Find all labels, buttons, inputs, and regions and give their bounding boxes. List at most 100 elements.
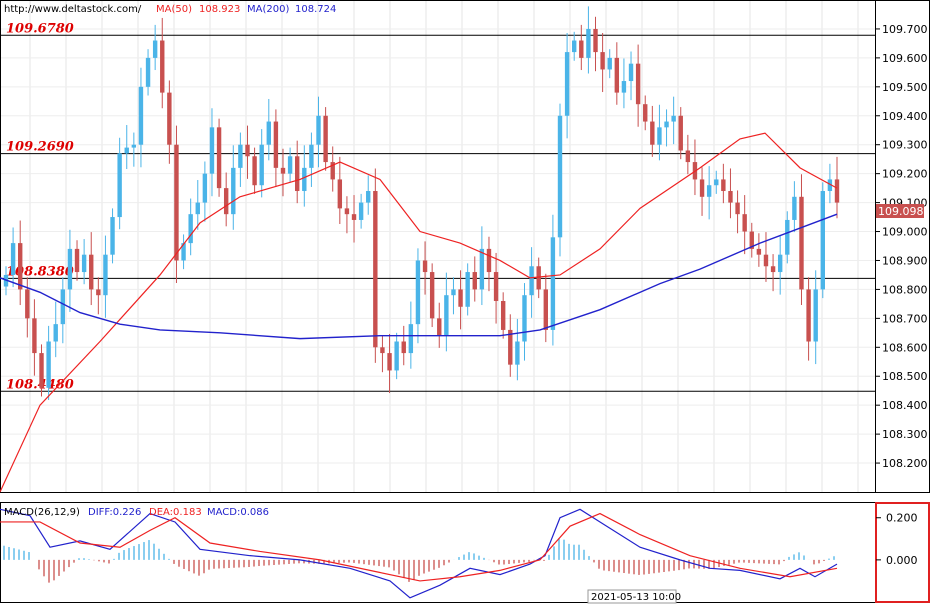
candle-body (572, 40, 577, 53)
price-tick-label: 109.700 (882, 23, 928, 36)
candle-body (564, 52, 570, 116)
candles (3, 6, 840, 400)
macd-dea-line (0, 512, 838, 582)
candle-body (813, 289, 818, 342)
candle-body (706, 185, 712, 197)
candle-body (536, 266, 541, 290)
candle-body (429, 272, 435, 319)
candle-body (160, 40, 165, 93)
candle-body (351, 214, 357, 220)
macd-tick-label: 0.000 (886, 554, 918, 567)
date-label-box (587, 589, 677, 604)
candle-body (749, 231, 754, 249)
candle-body (131, 144, 137, 148)
price-tick-label: 108.900 (882, 254, 928, 267)
candle-body (18, 243, 23, 290)
candle-body (586, 28, 591, 58)
candle-body (550, 237, 556, 330)
candle-body (266, 121, 271, 145)
candle-body (422, 260, 428, 273)
candle-body (89, 254, 94, 290)
candle-body (678, 115, 683, 151)
candle-body (657, 127, 662, 145)
candle-body (110, 217, 115, 255)
price-tick-label: 109.000 (882, 226, 928, 239)
price-tick-label: 108.700 (882, 312, 928, 325)
candle-body (330, 162, 335, 180)
candle-body (458, 289, 463, 307)
candle-body (685, 150, 691, 163)
candle-body (508, 329, 513, 365)
candle-body (721, 179, 726, 192)
candle-body (415, 260, 421, 325)
candle-body (174, 144, 179, 261)
price-tick-label: 109.500 (882, 81, 928, 94)
macd-diff-label: DIFF:0.226 (88, 507, 141, 518)
candle-body (103, 254, 108, 296)
candle-body (628, 63, 634, 82)
candle-body (756, 248, 762, 255)
candle-body (792, 196, 797, 220)
candle-body (643, 104, 648, 122)
candle-body (309, 144, 314, 168)
price-axis-ticks: 109.700 109.600 109.500 109.400 109.300 109.2… (875, 23, 928, 470)
candle-body (152, 40, 158, 58)
candle-body (32, 318, 37, 354)
macd-dea-label: DEA:0.183 (149, 507, 202, 518)
level-label: 109.6780 (6, 21, 74, 36)
price-tick-label: 108.500 (882, 370, 928, 383)
price-tick-label: 109.300 (882, 139, 928, 152)
candle-body (366, 191, 371, 203)
candle-body (394, 341, 399, 371)
candle-body (117, 153, 122, 218)
candle-body (614, 57, 620, 93)
candle-body (493, 272, 499, 301)
candle-body (138, 86, 144, 145)
candle-body (209, 127, 215, 174)
site-url: http://www.deltastock.com/ (4, 4, 142, 15)
candle-body (167, 92, 172, 145)
candle-body (46, 341, 51, 388)
candle-body (373, 191, 378, 348)
candle-body (735, 202, 740, 215)
candle-body (337, 179, 343, 209)
candle-body (316, 115, 321, 145)
grid (1, 1, 875, 492)
level-label: 109.2690 (6, 140, 74, 155)
candle-body (60, 289, 66, 325)
price-tick-label: 108.600 (882, 341, 928, 354)
candle-body (10, 243, 16, 275)
candle-body (500, 300, 506, 330)
level-label: 108.8380 (6, 264, 74, 279)
current-price-label: 109.098 (878, 205, 924, 218)
price-tick-label: 108.200 (882, 457, 928, 470)
candle-body (181, 243, 186, 261)
candle-body (451, 289, 456, 296)
candle-body (543, 289, 548, 330)
candle-body (216, 127, 222, 189)
candle-body (472, 272, 477, 290)
macd-name: MACD(26,12,9) (4, 507, 80, 518)
candle-body (664, 121, 669, 128)
candle-body (223, 188, 229, 215)
candle-body (806, 289, 811, 342)
candle-body (252, 156, 257, 186)
candle-body (515, 341, 520, 365)
candle-body (763, 254, 769, 267)
candle-body (259, 144, 264, 186)
candle-body (39, 353, 44, 388)
candle-body (188, 214, 193, 244)
ma50-label: MA(50) (156, 4, 192, 15)
current-price-badge (876, 204, 924, 218)
candle-body (67, 248, 73, 290)
candle-body (444, 295, 449, 336)
candle-body (273, 121, 279, 168)
ma50-value: 108.923 (199, 4, 240, 15)
ma200-value: 108.724 (295, 4, 336, 15)
candle-body (557, 115, 563, 238)
candle-body (53, 324, 58, 342)
price-tick-label: 109.200 (882, 168, 928, 181)
ma200-label: MA(200) (247, 4, 289, 15)
moving-averages (0, 132, 838, 493)
